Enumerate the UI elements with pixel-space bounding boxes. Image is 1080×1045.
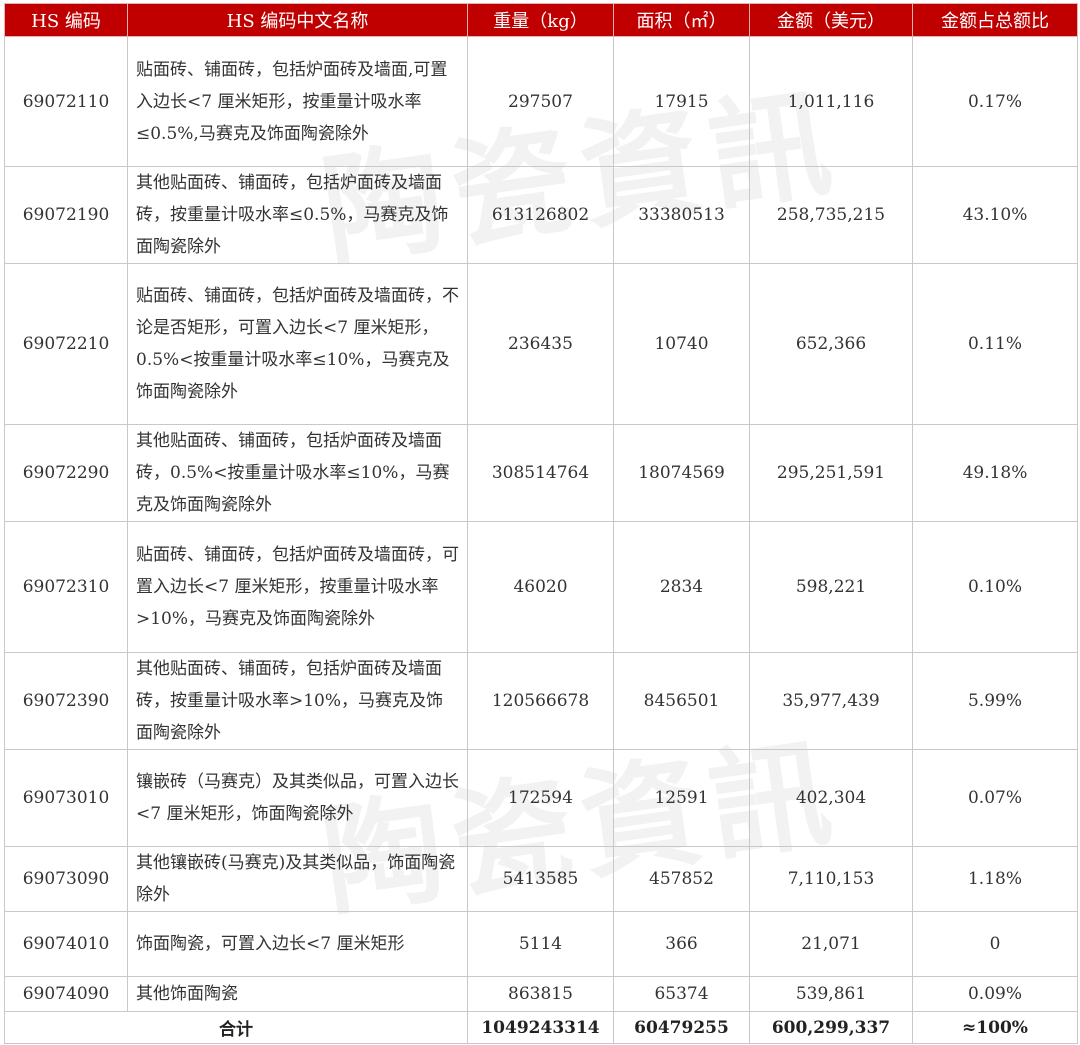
area-cell: 18074569 <box>613 424 750 522</box>
hs-code-cell: 69073010 <box>4 749 128 847</box>
table-row: 69072190 其他贴面砖、铺面砖，包括炉面砖及墙面砖，按重量计吸水率≤0.5%… <box>4 166 1078 264</box>
weight-cell: 172594 <box>467 749 614 847</box>
hs-code-cell: 69072190 <box>4 166 128 264</box>
total-amount: 600,299,337 <box>749 1011 913 1044</box>
name-cell: 贴面砖、铺面砖，包括炉面砖及墙面,可置入边长<7 厘米矩形，按重量计吸水率≤0.… <box>127 36 468 167</box>
hs-code-cell: 69072210 <box>4 263 128 425</box>
area-cell: 10740 <box>613 263 750 425</box>
amount-cell: 402,304 <box>749 749 913 847</box>
total-share: ≈100% <box>912 1011 1078 1044</box>
share-cell: 5.99% <box>912 652 1078 750</box>
weight-cell: 120566678 <box>467 652 614 750</box>
share-cell: 49.18% <box>912 424 1078 522</box>
weight-cell: 308514764 <box>467 424 614 522</box>
amount-cell: 7,110,153 <box>749 846 913 912</box>
table-row: 69072390 其他贴面砖、铺面砖，包括炉面砖及墙面砖，按重量计吸水率>10%，… <box>4 652 1078 750</box>
amount-cell: 258,735,215 <box>749 166 913 264</box>
weight-cell: 5413585 <box>467 846 614 912</box>
header-name: HS 编码中文名称 <box>127 3 468 37</box>
table-row: 69074090 其他饰面陶瓷 863815 65374 539,861 0.09% <box>4 976 1078 1012</box>
amount-cell: 652,366 <box>749 263 913 425</box>
total-row: 合计 1049243314 60479255 600,299,337 ≈100% <box>4 1011 1078 1044</box>
name-cell: 其他贴面砖、铺面砖，包括炉面砖及墙面砖，按重量计吸水率>10%，马赛克及饰面陶瓷… <box>127 652 468 750</box>
header-amount: 金额（美元） <box>749 3 913 37</box>
name-cell: 贴面砖、铺面砖，包括炉面砖及墙面砖，可置入边长<7 厘米矩形，按重量计吸水率>1… <box>127 521 468 653</box>
hs-code-cell: 69072390 <box>4 652 128 750</box>
weight-cell: 236435 <box>467 263 614 425</box>
amount-cell: 1,011,116 <box>749 36 913 167</box>
weight-cell: 5114 <box>467 911 614 977</box>
hs-code-cell: 69074090 <box>4 976 128 1012</box>
name-cell: 其他镶嵌砖(马赛克)及其类似品，饰面陶瓷除外 <box>127 846 468 912</box>
header-row: HS 编码 HS 编码中文名称 重量（kg） 面积（㎡） 金额（美元） 金额占总… <box>4 3 1078 37</box>
total-label: 合计 <box>4 1011 468 1044</box>
name-cell: 其他饰面陶瓷 <box>127 976 468 1012</box>
amount-cell: 539,861 <box>749 976 913 1012</box>
hs-code-cell: 69073090 <box>4 846 128 912</box>
area-cell: 17915 <box>613 36 750 167</box>
header-share: 金额占总额比 <box>912 3 1078 37</box>
hs-code-cell: 69072110 <box>4 36 128 167</box>
header-hs-code: HS 编码 <box>4 3 128 37</box>
area-cell: 65374 <box>613 976 750 1012</box>
weight-cell: 613126802 <box>467 166 614 264</box>
share-cell: 1.18% <box>912 846 1078 912</box>
table-row: 69072210 贴面砖、铺面砖，包括炉面砖及墙面砖，不论是否矩形，可置入边长<7… <box>4 263 1078 425</box>
total-area: 60479255 <box>613 1011 750 1044</box>
area-cell: 33380513 <box>613 166 750 264</box>
table-row: 69073010 镶嵌砖（马赛克）及其类似品，可置入边长<7 厘米矩形，饰面陶瓷除… <box>4 749 1078 847</box>
name-cell: 镶嵌砖（马赛克）及其类似品，可置入边长<7 厘米矩形，饰面陶瓷除外 <box>127 749 468 847</box>
amount-cell: 35,977,439 <box>749 652 913 750</box>
total-weight: 1049243314 <box>467 1011 614 1044</box>
hs-code-cell: 69072310 <box>4 521 128 653</box>
table-row: 69072290 其他贴面砖、铺面砖，包括炉面砖及墙面砖，0.5%<按重量计吸水率… <box>4 424 1078 522</box>
table-row: 69074010 饰面陶瓷，可置入边长<7 厘米矩形 5114 366 21,071 0 <box>4 911 1078 977</box>
area-cell: 366 <box>613 911 750 977</box>
share-cell: 0.17% <box>912 36 1078 167</box>
name-cell: 其他贴面砖、铺面砖，包括炉面砖及墙面砖，按重量计吸水率≤0.5%，马赛克及饰面陶… <box>127 166 468 264</box>
share-cell: 0.09% <box>912 976 1078 1012</box>
hs-code-cell: 69074010 <box>4 911 128 977</box>
table-row: 69072310 贴面砖、铺面砖，包括炉面砖及墙面砖，可置入边长<7 厘米矩形，按… <box>4 521 1078 653</box>
name-cell: 饰面陶瓷，可置入边长<7 厘米矩形 <box>127 911 468 977</box>
share-cell: 0 <box>912 911 1078 977</box>
share-cell: 0.10% <box>912 521 1078 653</box>
amount-cell: 295,251,591 <box>749 424 913 522</box>
weight-cell: 297507 <box>467 36 614 167</box>
table-row: 69072110 贴面砖、铺面砖，包括炉面砖及墙面,可置入边长<7 厘米矩形，按重… <box>4 36 1078 167</box>
weight-cell: 46020 <box>467 521 614 653</box>
header-area: 面积（㎡） <box>613 3 750 37</box>
area-cell: 12591 <box>613 749 750 847</box>
name-cell: 其他贴面砖、铺面砖，包括炉面砖及墙面砖，0.5%<按重量计吸水率≤10%，马赛克… <box>127 424 468 522</box>
share-cell: 0.07% <box>912 749 1078 847</box>
export-table: HS 编码 HS 编码中文名称 重量（kg） 面积（㎡） 金额（美元） 金额占总… <box>4 3 1078 1044</box>
table-row: 69073090 其他镶嵌砖(马赛克)及其类似品，饰面陶瓷除外 5413585 457… <box>4 846 1078 912</box>
area-cell: 2834 <box>613 521 750 653</box>
hs-code-cell: 69072290 <box>4 424 128 522</box>
name-cell: 贴面砖、铺面砖，包括炉面砖及墙面砖，不论是否矩形，可置入边长<7 厘米矩形，0.… <box>127 263 468 425</box>
share-cell: 0.11% <box>912 263 1078 425</box>
weight-cell: 863815 <box>467 976 614 1012</box>
share-cell: 43.10% <box>912 166 1078 264</box>
header-weight: 重量（kg） <box>467 3 614 37</box>
area-cell: 8456501 <box>613 652 750 750</box>
amount-cell: 598,221 <box>749 521 913 653</box>
amount-cell: 21,071 <box>749 911 913 977</box>
area-cell: 457852 <box>613 846 750 912</box>
